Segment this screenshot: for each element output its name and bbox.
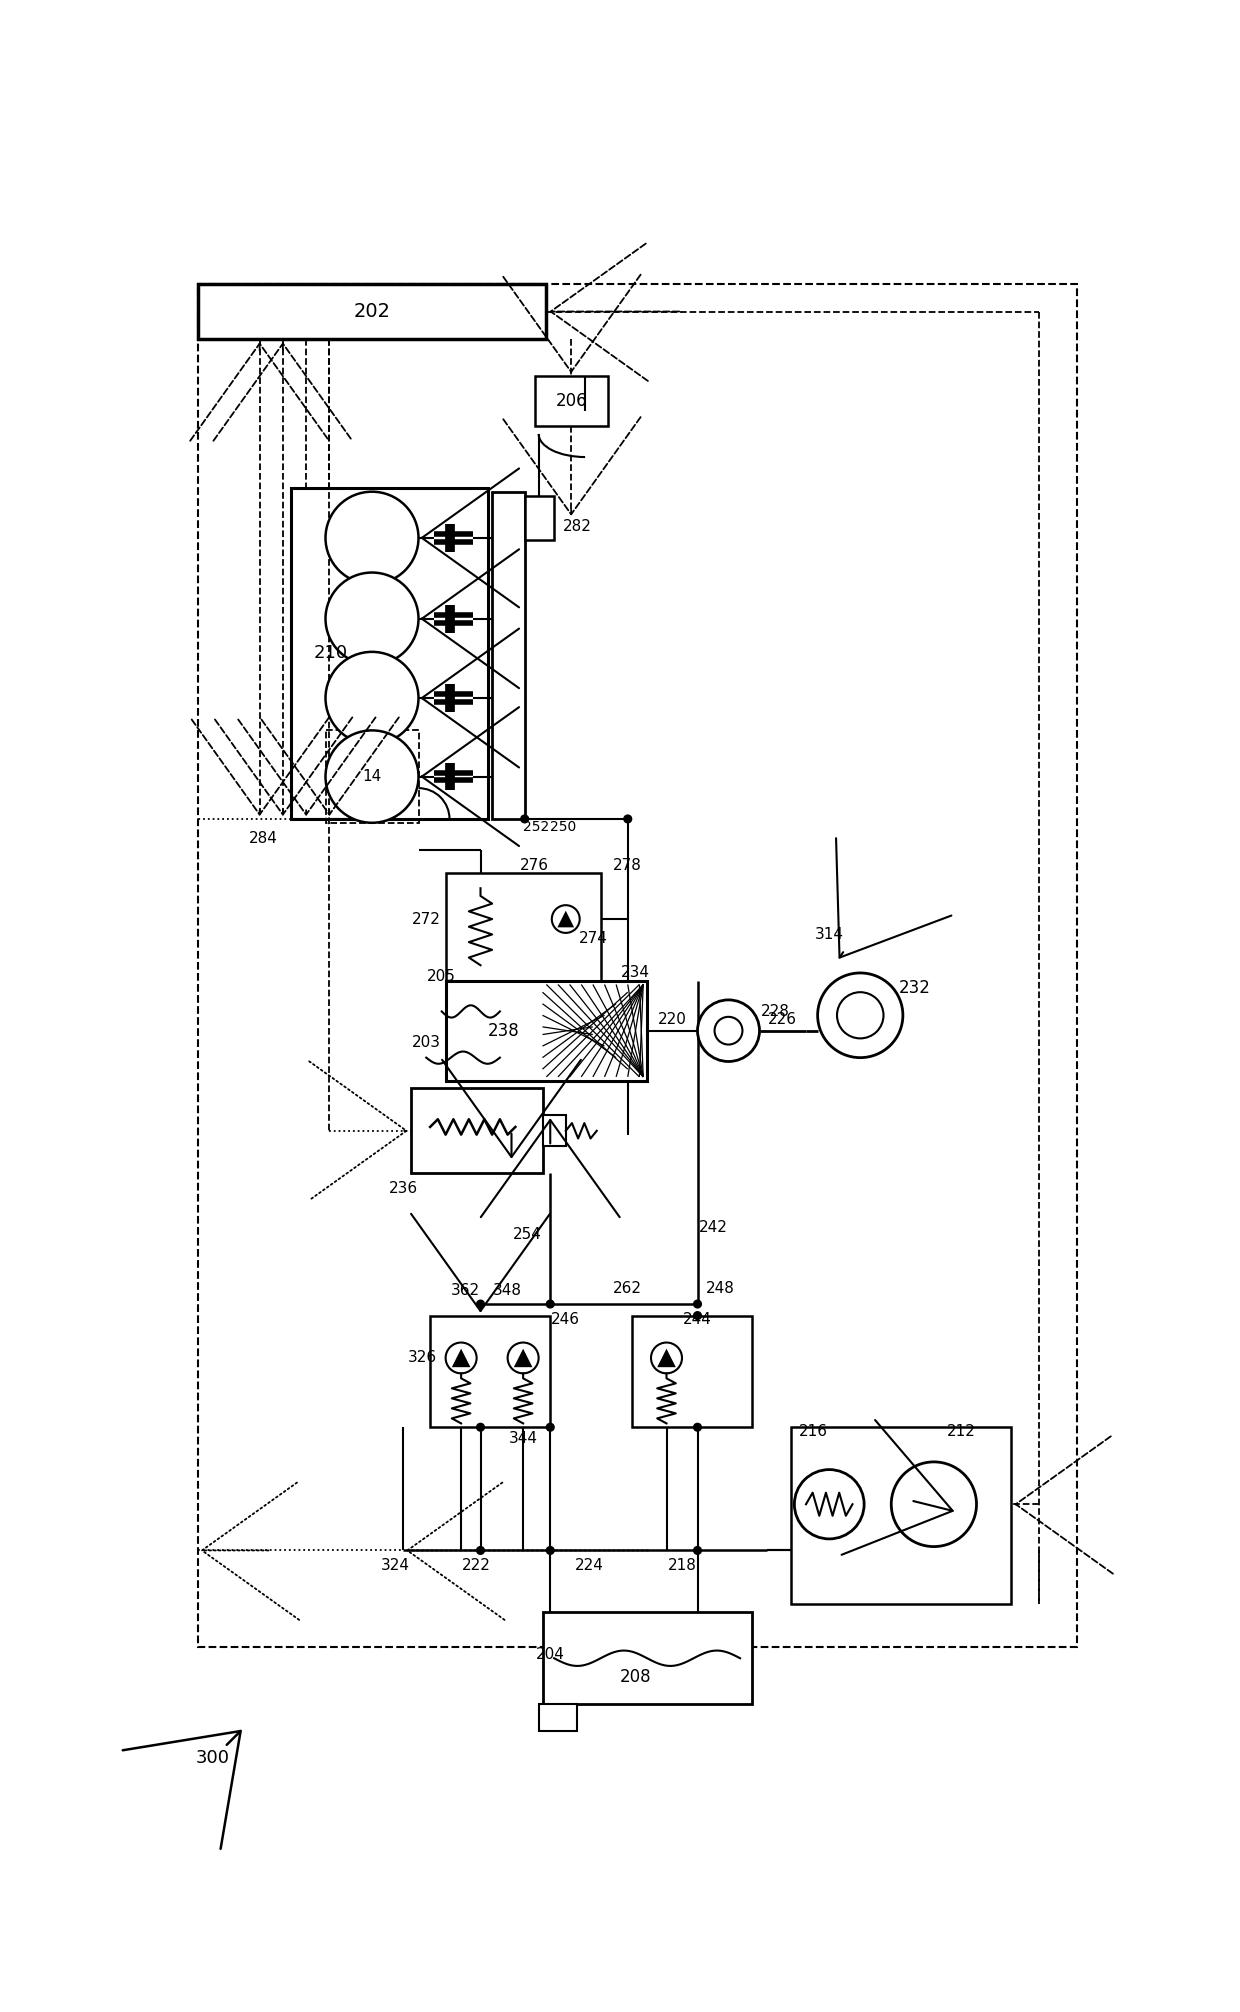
Text: 324: 324 <box>381 1559 409 1573</box>
Text: 205: 205 <box>428 970 456 984</box>
Bar <box>290 487 489 819</box>
Bar <box>445 873 600 980</box>
Text: 222: 222 <box>463 1559 491 1573</box>
Bar <box>325 730 419 823</box>
Text: 208: 208 <box>620 1668 651 1686</box>
Circle shape <box>795 1469 864 1539</box>
Text: 326: 326 <box>408 1350 436 1366</box>
Text: 212: 212 <box>946 1424 976 1439</box>
Polygon shape <box>513 1348 532 1368</box>
Text: 262: 262 <box>614 1282 642 1296</box>
Text: 274: 274 <box>578 932 608 946</box>
Text: 250: 250 <box>551 819 577 833</box>
Bar <box>543 1612 751 1704</box>
Circle shape <box>547 1422 554 1431</box>
Circle shape <box>693 1422 702 1431</box>
Text: 224: 224 <box>574 1559 604 1573</box>
Text: 216: 216 <box>800 1424 828 1439</box>
Circle shape <box>693 1547 702 1555</box>
Text: 228: 228 <box>760 1004 790 1018</box>
Circle shape <box>476 1547 485 1555</box>
Bar <box>197 284 1078 1646</box>
Text: 282: 282 <box>563 519 591 533</box>
Circle shape <box>325 652 419 744</box>
Text: 203: 203 <box>412 1034 440 1050</box>
Text: 226: 226 <box>769 1012 797 1026</box>
Text: 300: 300 <box>196 1748 231 1767</box>
Text: 362: 362 <box>450 1284 480 1298</box>
Text: 220: 220 <box>658 1012 687 1026</box>
Text: 242: 242 <box>698 1219 728 1235</box>
Circle shape <box>547 1300 554 1308</box>
Circle shape <box>445 1342 476 1374</box>
Bar <box>543 1115 565 1147</box>
Circle shape <box>521 815 528 823</box>
Bar <box>538 1704 578 1732</box>
Circle shape <box>325 730 419 823</box>
Text: 248: 248 <box>707 1282 735 1296</box>
Text: 314: 314 <box>815 928 843 942</box>
Circle shape <box>547 1547 554 1555</box>
Text: 244: 244 <box>683 1312 712 1328</box>
Circle shape <box>476 1300 485 1308</box>
Bar <box>430 1316 551 1427</box>
Text: 254: 254 <box>512 1227 542 1241</box>
Polygon shape <box>451 1348 470 1368</box>
Text: 348: 348 <box>494 1284 522 1298</box>
Text: 252: 252 <box>523 819 549 833</box>
Text: 204: 204 <box>536 1648 564 1662</box>
Text: 284: 284 <box>249 831 278 845</box>
Text: 246: 246 <box>552 1312 580 1328</box>
Circle shape <box>507 1342 538 1374</box>
Circle shape <box>624 815 631 823</box>
Polygon shape <box>657 1348 676 1368</box>
Circle shape <box>837 992 883 1038</box>
Bar <box>525 495 554 539</box>
Circle shape <box>892 1463 977 1547</box>
Text: 206: 206 <box>556 392 587 410</box>
Circle shape <box>552 905 580 934</box>
Circle shape <box>325 573 419 664</box>
Bar <box>445 980 647 1080</box>
Bar <box>492 491 525 819</box>
Text: 210: 210 <box>314 644 348 662</box>
Circle shape <box>693 1312 702 1320</box>
Circle shape <box>325 491 419 583</box>
Bar <box>534 376 609 427</box>
Text: 236: 236 <box>388 1181 418 1195</box>
Text: 234: 234 <box>621 966 650 980</box>
Text: 344: 344 <box>508 1431 538 1447</box>
Text: 276: 276 <box>521 857 549 873</box>
Text: 14: 14 <box>362 769 382 785</box>
Bar <box>410 1088 543 1173</box>
Circle shape <box>817 974 903 1058</box>
Text: 232: 232 <box>899 980 930 998</box>
Circle shape <box>697 1000 759 1062</box>
Text: 272: 272 <box>412 911 440 928</box>
Bar <box>631 1316 751 1427</box>
Text: 238: 238 <box>487 1022 520 1040</box>
Text: 278: 278 <box>614 857 642 873</box>
Polygon shape <box>558 911 574 928</box>
Circle shape <box>714 1016 743 1044</box>
Circle shape <box>693 1300 702 1308</box>
Text: 218: 218 <box>667 1559 697 1573</box>
Text: 202: 202 <box>353 302 391 322</box>
Bar <box>197 284 547 340</box>
Bar <box>791 1427 1012 1604</box>
Circle shape <box>651 1342 682 1374</box>
Circle shape <box>476 1422 485 1431</box>
